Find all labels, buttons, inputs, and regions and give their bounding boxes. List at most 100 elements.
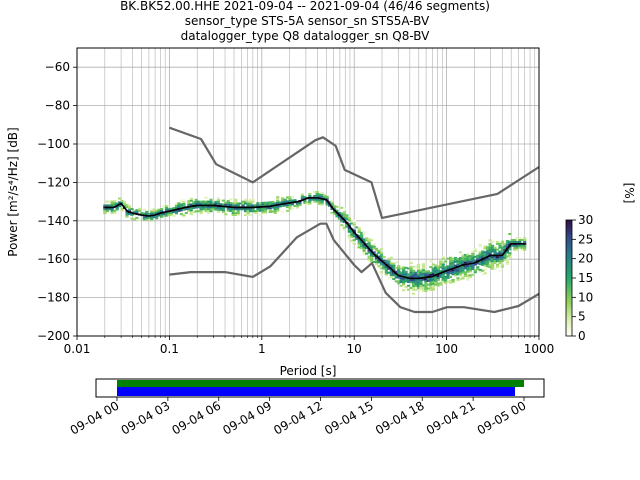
psd-cell — [194, 206, 198, 209]
psd-cell — [392, 262, 396, 265]
psd-cell — [313, 200, 317, 203]
psd-cell — [397, 268, 401, 271]
psd-cell — [434, 275, 438, 278]
psd-cell — [367, 238, 371, 241]
psd-cell — [357, 238, 361, 241]
psd-cell — [402, 277, 406, 280]
psd-cell — [288, 207, 292, 210]
psd-cell — [258, 202, 263, 205]
psd-cell — [498, 269, 502, 272]
psd-cell — [471, 250, 475, 253]
colorbar-tick-label: 25 — [578, 232, 593, 246]
psd-cell — [352, 221, 356, 224]
psd-cell — [318, 199, 322, 202]
psd-cell — [411, 288, 416, 291]
psd-cell — [150, 210, 154, 213]
psd-cell — [360, 241, 364, 244]
x-axis-label: Period [s] — [280, 364, 337, 378]
psd-cell — [241, 204, 245, 207]
psd-cell — [434, 270, 438, 273]
psd-cell — [362, 238, 366, 241]
time-tick-label: 09-04 12 — [271, 398, 325, 437]
psd-cell — [444, 277, 448, 280]
psd-cell — [251, 198, 255, 201]
psd-cell — [325, 203, 329, 206]
psd-cell — [360, 247, 364, 250]
psd-cell — [246, 204, 250, 207]
psd-cell — [490, 267, 495, 270]
psd-cell — [488, 264, 492, 267]
psd-cell — [142, 212, 146, 215]
psd-cell — [387, 260, 391, 263]
psd-cell — [263, 203, 267, 206]
psd-cell — [263, 209, 267, 212]
psd-cell — [268, 209, 272, 212]
psd-cell — [332, 212, 337, 215]
psd-cell — [281, 201, 285, 204]
psd-cell — [486, 250, 490, 253]
psd-cell — [429, 287, 433, 290]
psd-cell — [458, 268, 463, 271]
psd-cell — [411, 275, 416, 278]
psd-cell — [308, 194, 312, 197]
psd-cell — [402, 268, 406, 271]
psd-cell — [266, 207, 270, 210]
psd-cell — [362, 247, 366, 250]
psd-cell — [488, 248, 492, 251]
psd-cell — [461, 275, 465, 278]
psd-cell — [108, 208, 112, 211]
psd-cell — [515, 244, 519, 247]
psd-heatmap-cells — [103, 191, 527, 295]
psd-cell — [303, 201, 307, 204]
psd-cell — [125, 215, 129, 218]
psd-cell — [372, 251, 376, 254]
psd-cell — [160, 209, 164, 212]
psd-cell — [372, 260, 376, 263]
psd-cell — [357, 227, 361, 230]
psd-cell — [451, 269, 455, 272]
psd-cell — [372, 255, 376, 258]
psd-cell — [174, 210, 179, 213]
psd-cell — [276, 205, 280, 208]
psd-cell — [105, 208, 109, 211]
noise-models — [169, 126, 539, 314]
psd-cell — [463, 271, 468, 274]
psd-cell — [347, 219, 351, 222]
psd-cell — [150, 208, 154, 211]
psd-cell — [407, 267, 411, 270]
psd-cell — [513, 240, 517, 243]
psd-cell — [382, 267, 386, 270]
psd-cell — [234, 208, 238, 211]
psd-cell — [199, 202, 203, 205]
psd-cell — [399, 279, 403, 282]
psd-cell — [478, 270, 482, 273]
colorbar — [565, 219, 573, 337]
psd-cell — [382, 263, 386, 266]
psd-cell — [520, 239, 524, 241]
psd-cell — [295, 202, 300, 205]
psd-cell — [374, 259, 379, 262]
psd-cell — [202, 206, 206, 209]
psd-cell — [424, 278, 428, 281]
psd-cell — [453, 264, 458, 267]
psd-cell — [320, 192, 324, 195]
psd-cell — [478, 243, 482, 246]
psd-cell — [320, 193, 324, 196]
psd-cell — [243, 200, 248, 203]
psd-cell — [486, 257, 490, 260]
psd-cell — [500, 240, 505, 243]
psd-cell — [478, 268, 482, 271]
psd-cell — [261, 207, 265, 210]
colorbar-tick-label: 5 — [578, 310, 586, 324]
psd-cell — [377, 255, 381, 258]
psd-cell — [379, 271, 384, 274]
psd-cell — [431, 269, 435, 272]
psd-cell — [448, 264, 453, 267]
psd-cell — [409, 273, 413, 276]
psd-cell — [503, 258, 507, 261]
psd-cell — [377, 265, 381, 268]
psd-cell — [495, 263, 500, 266]
psd-cell — [197, 200, 201, 203]
psd-cell — [206, 212, 211, 215]
psd-cell — [419, 288, 423, 291]
